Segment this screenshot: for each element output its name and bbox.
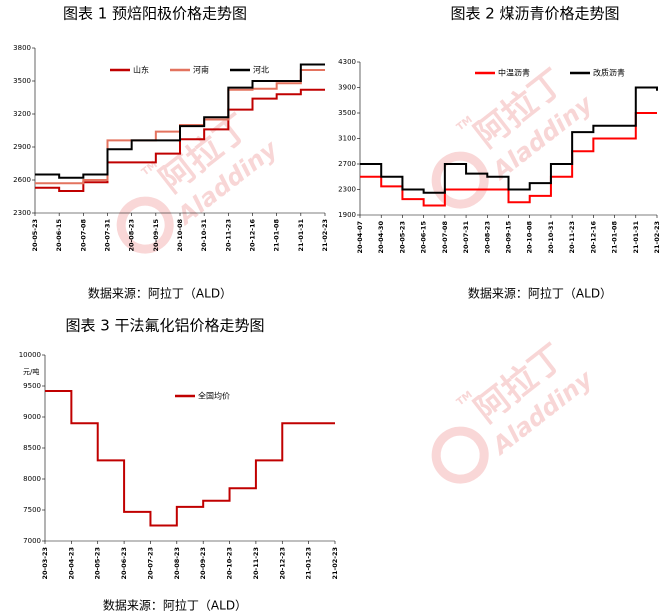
chart-title: 图表 2 煤沥青价格走势图 [450, 5, 619, 23]
line [360, 86, 658, 194]
x-tick-label: 20-12-16 [249, 219, 257, 252]
x-tick-label: 20-08-23 [128, 219, 136, 252]
x-tick-label: 21-01-31 [297, 219, 305, 252]
line [360, 112, 657, 207]
x-tick-label: 21-02-23 [321, 219, 329, 252]
x-tick-label: 20-07-08 [79, 219, 87, 252]
line [45, 389, 335, 527]
legend-label: 中温沥青 [498, 68, 530, 78]
y-tick-label: 9000 [23, 413, 41, 421]
y-tick-label: 3800 [13, 44, 31, 52]
legend-label: 全国均价 [198, 391, 230, 401]
watermark-logo [431, 426, 489, 484]
source: 数据来源：阿拉丁（ALD） [103, 598, 247, 613]
y-tick-label: 3100 [338, 135, 356, 143]
x-tick-label: 20-08-23 [173, 547, 181, 580]
x-tick-label: 20-10-08 [526, 221, 534, 254]
x-tick-label: 20-10-31 [200, 219, 208, 252]
x-tick-label: 20-09-15 [152, 219, 160, 252]
y-tick-label: 2300 [338, 186, 356, 194]
x-tick-label: 20-04-07 [356, 221, 364, 254]
x-tick-label: 20-11-23 [224, 219, 232, 252]
x-tick-label: 20-09-23 [199, 547, 207, 580]
x-tick-label: 21-01-31 [632, 221, 640, 254]
chart-title: 图表 3 干法氟化铝价格走势图 [65, 317, 264, 335]
legend-label: 山东 [133, 65, 149, 75]
y-tick-label: 3500 [13, 77, 31, 85]
legend-label: 改质沥青 [593, 68, 625, 78]
y-tick-label: 8000 [23, 475, 41, 483]
x-tick-label: 20-10-31 [547, 221, 555, 254]
chart-title: 图表 1 预焙阳极价格走势图 [63, 5, 247, 23]
x-tick-label: 20-07-31 [462, 221, 470, 254]
y-axis-label: 元/吨 [23, 367, 39, 376]
x-tick-label: 20-04-30 [377, 221, 385, 254]
x-tick-label: 21-01-23 [305, 547, 313, 580]
x-tick-label: 21-02-23 [653, 221, 661, 254]
y-tick-label: 2600 [13, 176, 31, 184]
x-tick-label: 20-05-23 [31, 219, 39, 252]
y-tick-label: 2700 [338, 160, 356, 168]
x-tick-label: 20-06-23 [120, 547, 128, 580]
legend-label: 河南 [193, 65, 209, 75]
x-tick-label: 20-07-31 [104, 219, 112, 252]
watermark-logo [116, 196, 174, 254]
line [35, 63, 325, 179]
y-tick-label: 2900 [13, 143, 31, 151]
y-tick-label: 7500 [23, 506, 41, 514]
y-tick-label: 10000 [19, 351, 41, 359]
x-tick-label: 20-09-15 [505, 221, 513, 254]
x-tick-label: 20-03-23 [41, 547, 49, 580]
y-tick-label: 3900 [338, 84, 356, 92]
x-tick-label: 20-12-16 [589, 221, 597, 254]
y-tick-label: 7000 [23, 537, 41, 545]
x-tick-label: 20-07-08 [441, 221, 449, 254]
source: 数据来源：阿拉丁（ALD） [468, 286, 612, 301]
x-tick-label: 20-07-23 [146, 547, 154, 580]
x-tick-label: 20-10-23 [226, 547, 234, 580]
line [35, 69, 325, 185]
x-tick-label: 21-02-23 [331, 547, 339, 580]
x-tick-label: 20-05-23 [94, 547, 102, 580]
x-tick-label: 20-10-08 [176, 219, 184, 252]
watermark-logo [431, 151, 489, 209]
y-tick-label: 9500 [23, 382, 41, 390]
x-tick-label: 20-04-23 [67, 547, 75, 580]
x-tick-label: 21-01-08 [611, 221, 619, 254]
x-tick-label: 20-05-23 [398, 221, 406, 254]
y-tick-label: 3500 [338, 109, 356, 117]
y-tick-label: 4300 [338, 58, 356, 66]
source: 数据来源：阿拉丁（ALD） [88, 286, 232, 301]
x-tick-label: 20-11-23 [252, 547, 260, 580]
x-tick-label: 20-12-23 [278, 547, 286, 580]
x-tick-label: 20-06-15 [55, 219, 63, 252]
y-tick-label: 8500 [23, 444, 41, 452]
x-tick-label: 20-08-23 [483, 221, 491, 254]
y-tick-label: 1900 [338, 211, 356, 219]
legend-label: 河北 [253, 65, 269, 75]
x-tick-label: 20-06-15 [420, 221, 428, 254]
x-tick-label: 21-01-08 [273, 219, 281, 252]
x-tick-label: 20-11-23 [568, 221, 576, 254]
y-tick-label: 2300 [13, 209, 31, 217]
y-tick-label: 3200 [13, 110, 31, 118]
